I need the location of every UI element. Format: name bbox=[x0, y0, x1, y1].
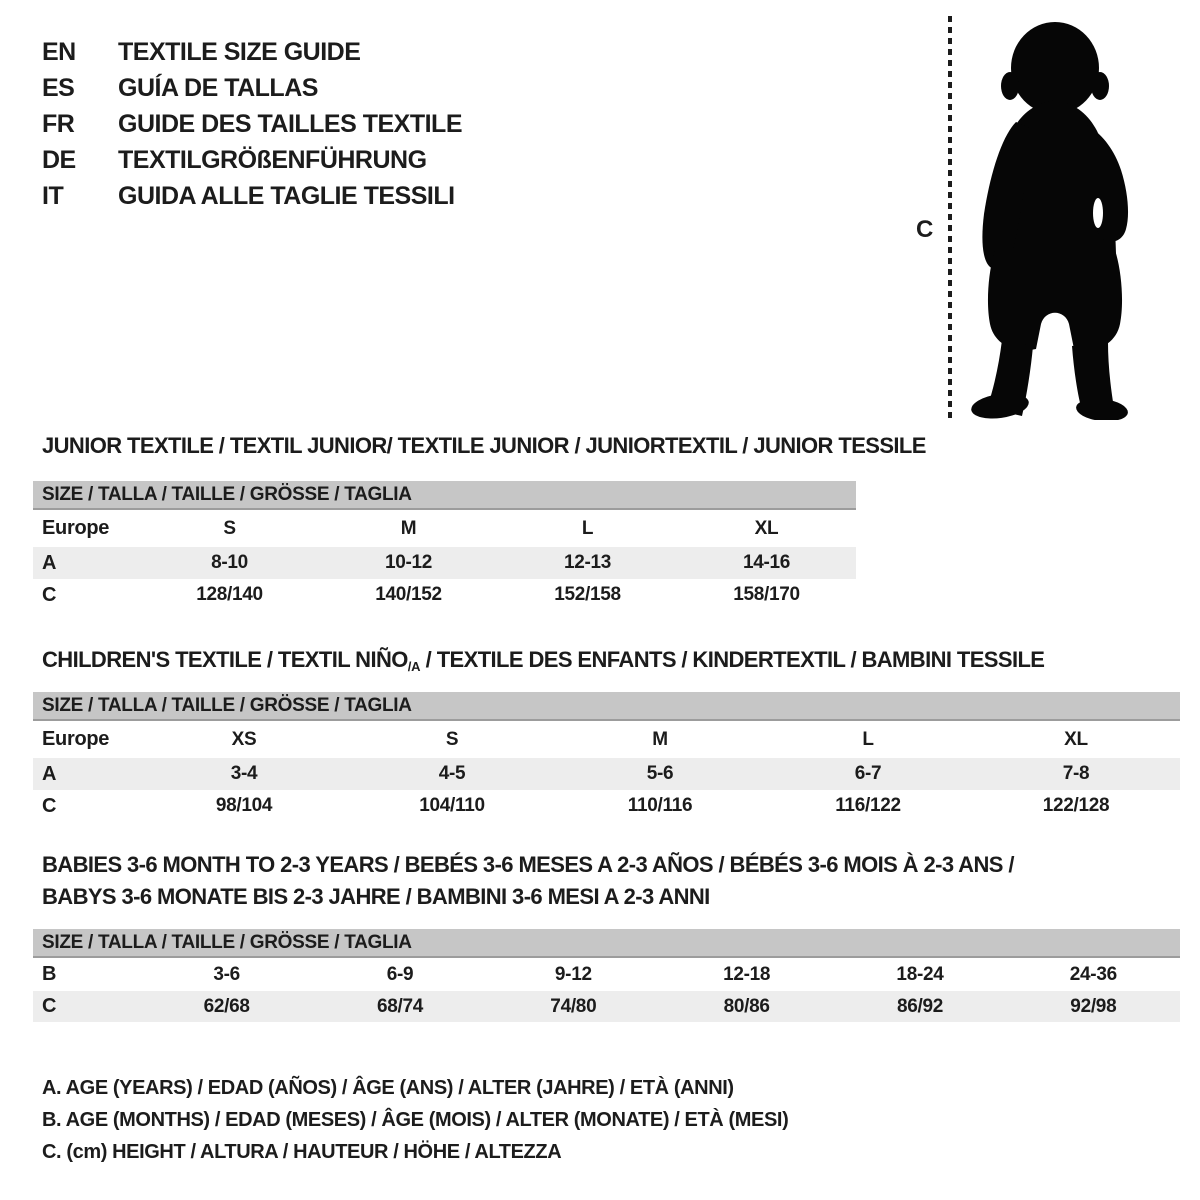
value-cell: 6-7 bbox=[854, 763, 882, 784]
row-label-cell: Europe bbox=[42, 728, 110, 750]
value-cell: 158/170 bbox=[733, 584, 800, 605]
value-cell: XS bbox=[231, 728, 257, 750]
language-label: TEXTILGRÖßENFÜHRUNG bbox=[118, 145, 427, 174]
value-cell: 62/68 bbox=[203, 995, 250, 1017]
value-cell: 6-9 bbox=[386, 963, 414, 985]
value-cell: 140/152 bbox=[375, 584, 442, 605]
language-code: IT bbox=[42, 181, 64, 210]
value-cell: 152/158 bbox=[554, 584, 621, 605]
table-row: C 62/68 68/74 74/80 80/86 86/92 92/98 bbox=[33, 991, 1180, 1022]
junior-size-table: Europe S M L XL A 8-10 10-12 12-13 14-16 C 128/140 1… bbox=[33, 510, 856, 611]
value-cell: M bbox=[652, 728, 668, 750]
language-label: GUIDE DES TAILLES TEXTILE bbox=[118, 109, 463, 138]
value-cell: L bbox=[862, 728, 874, 750]
value-cell: 10-12 bbox=[384, 552, 433, 573]
value-cell: XL bbox=[754, 517, 779, 539]
footnotes: A. AGE (YEARS) / EDAD (AÑOS) / ÂGE (ANS)… bbox=[42, 1072, 789, 1168]
value-cell: 122/128 bbox=[1042, 795, 1110, 816]
row-label-cell: A bbox=[42, 762, 57, 785]
language-row: EN TEXTILE SIZE GUIDE bbox=[42, 34, 462, 70]
language-row: DE TEXTILGRÖßENFÜHRUNG bbox=[42, 142, 462, 178]
value-cell: 9-12 bbox=[554, 963, 592, 985]
language-code: FR bbox=[42, 109, 75, 138]
value-cell: 18-24 bbox=[896, 963, 944, 985]
table-row: Europe S M L XL bbox=[33, 510, 856, 547]
value-cell: 12-18 bbox=[723, 963, 771, 985]
value-cell: L bbox=[581, 517, 594, 539]
table-row: Europe XS S M L XL bbox=[33, 721, 1180, 758]
value-cell: XL bbox=[1064, 728, 1088, 750]
language-code: EN bbox=[42, 37, 76, 66]
value-cell: 5-6 bbox=[646, 763, 674, 784]
language-label: GUÍA DE TALLAS bbox=[118, 73, 318, 102]
baby-silhouette-icon bbox=[971, 22, 1129, 420]
row-label-cell: A bbox=[42, 551, 57, 574]
value-cell: 74/80 bbox=[550, 995, 597, 1017]
language-label: TEXTILE SIZE GUIDE bbox=[118, 37, 361, 66]
language-row: ES GUÍA DE TALLAS bbox=[42, 70, 462, 106]
section-title-children-subscript: /A bbox=[407, 659, 421, 674]
size-table-babies: SIZE / TALLA / TAILLE / GRÖSSE / TAGLIA … bbox=[33, 929, 1180, 1022]
size-table-junior: SIZE / TALLA / TAILLE / GRÖSSE / TAGLIA … bbox=[33, 481, 856, 611]
language-row: IT GUIDA ALLE TAGLIE TESSILI bbox=[42, 178, 462, 214]
table-row: A 3-4 4-5 5-6 6-7 7-8 bbox=[33, 758, 1180, 790]
section-title-children-main: CHILDREN'S TEXTILE / TEXTIL NIÑO bbox=[42, 647, 408, 672]
table-header-bar: SIZE / TALLA / TAILLE / GRÖSSE / TAGLIA bbox=[33, 481, 856, 510]
value-cell: S bbox=[445, 728, 459, 750]
value-cell: 7-8 bbox=[1062, 763, 1090, 784]
section-title-babies-line1: BABIES 3-6 MONTH TO 2-3 YEARS / BEBÉS 3-… bbox=[42, 852, 1014, 877]
value-cell: 14-16 bbox=[742, 552, 791, 573]
value-cell: 24-36 bbox=[1069, 963, 1117, 985]
section-title-children-rest: / TEXTILE DES ENFANTS / KINDERTEXTIL / B… bbox=[420, 647, 1045, 672]
section-title-babies-line2: BABYS 3-6 MONATE BIS 2-3 JAHRE / BAMBINI… bbox=[42, 884, 710, 909]
value-cell: 8-10 bbox=[211, 552, 248, 573]
language-code: ES bbox=[42, 73, 75, 102]
value-cell: 86/92 bbox=[896, 995, 943, 1017]
value-cell: M bbox=[400, 517, 417, 539]
row-label-cell: C bbox=[42, 995, 57, 1017]
table-row: C 98/104 104/110 110/116 116/122 122/128 bbox=[33, 790, 1180, 822]
value-cell: 116/122 bbox=[835, 795, 901, 816]
table-header-bar: SIZE / TALLA / TAILLE / GRÖSSE / TAGLIA bbox=[33, 929, 1180, 958]
section-title-babies: BABIES 3-6 MONTH TO 2-3 YEARS / BEBÉS 3-… bbox=[42, 849, 1014, 913]
footnote-line-c: C. (cm) HEIGHT / ALTURA / HAUTEUR / HÖHE… bbox=[42, 1141, 562, 1163]
section-title-junior: JUNIOR TEXTILE / TEXTIL JUNIOR/ TEXTILE … bbox=[42, 433, 926, 458]
row-label-cell: C bbox=[42, 794, 57, 817]
row-label-cell: C bbox=[42, 583, 57, 606]
height-measure-dashed-line bbox=[948, 16, 952, 418]
height-measure-label: C bbox=[916, 216, 934, 243]
value-cell: 92/98 bbox=[1070, 995, 1117, 1017]
size-table-children: SIZE / TALLA / TAILLE / GRÖSSE / TAGLIA … bbox=[33, 692, 1180, 822]
value-cell: 128/140 bbox=[196, 584, 263, 605]
footnote-line-b: B. AGE (MONTHS) / EDAD (MESES) / ÂGE (MO… bbox=[42, 1109, 789, 1131]
value-cell: S bbox=[223, 517, 236, 539]
footnote-line-a: A. AGE (YEARS) / EDAD (AÑOS) / ÂGE (ANS)… bbox=[42, 1077, 734, 1099]
value-cell: 98/104 bbox=[215, 795, 273, 816]
language-label: GUIDA ALLE TAGLIE TESSILI bbox=[118, 181, 455, 210]
section-title-children: CHILDREN'S TEXTILE / TEXTIL NIÑO/A / TEX… bbox=[42, 647, 1045, 674]
language-code: DE bbox=[42, 145, 76, 174]
value-cell: 110/116 bbox=[627, 795, 693, 816]
row-label-cell: B bbox=[42, 963, 57, 985]
baby-silhouette-image bbox=[962, 12, 1148, 420]
table-row: B 3-6 6-9 9-12 12-18 18-24 24-36 bbox=[33, 958, 1180, 991]
row-label-cell: Europe bbox=[42, 517, 110, 539]
value-cell: 12-13 bbox=[563, 552, 612, 573]
table-row: C 128/140 140/152 152/158 158/170 bbox=[33, 579, 856, 611]
children-size-table: Europe XS S M L XL A 3-4 4-5 5-6 6-7 7-8 C 98/104 104/… bbox=[33, 721, 1180, 822]
table-header-bar: SIZE / TALLA / TAILLE / GRÖSSE / TAGLIA bbox=[33, 692, 1180, 721]
table-row: A 8-10 10-12 12-13 14-16 bbox=[33, 547, 856, 579]
value-cell: 104/110 bbox=[419, 795, 485, 816]
value-cell: 68/74 bbox=[376, 995, 424, 1017]
value-cell: 4-5 bbox=[438, 763, 466, 784]
value-cell: 3-6 bbox=[213, 963, 240, 985]
value-cell: 3-4 bbox=[230, 763, 258, 784]
babies-size-table: B 3-6 6-9 9-12 12-18 18-24 24-36 C 62/68 68/74 74/… bbox=[33, 958, 1180, 1022]
language-list: EN TEXTILE SIZE GUIDE ES GUÍA DE TALLAS … bbox=[42, 34, 463, 214]
value-cell: 80/86 bbox=[723, 995, 770, 1017]
language-row: FR GUIDE DES TAILLES TEXTILE bbox=[42, 106, 463, 142]
